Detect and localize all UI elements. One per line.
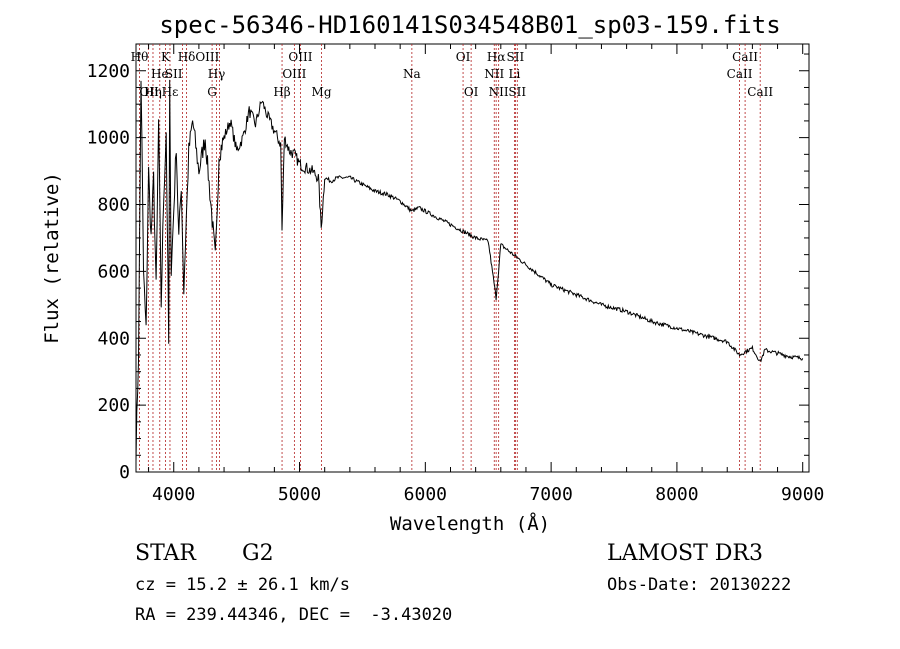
line-label: Hθ (131, 50, 149, 64)
line-label: CaII (732, 50, 758, 64)
line-label: OIII (282, 67, 306, 81)
x-tick-label: 8000 (655, 484, 698, 505)
info-panel: STAR G2 LAMOST DR3 cz = 15.2 ± 26.1 km/s… (135, 541, 791, 625)
x-axis-ticks: 4000 5000 6000 7000 8000 9000 (148, 44, 824, 505)
x-tick-label: 6000 (404, 484, 447, 505)
line-label: NII (489, 85, 509, 99)
line-label: CaII (727, 67, 753, 81)
line-label: Na (403, 67, 421, 81)
x-tick-label: 5000 (278, 484, 321, 505)
y-tick-label: 800 (97, 195, 130, 216)
survey-name: LAMOST DR3 (607, 541, 763, 566)
object-subclass: G2 (242, 541, 274, 566)
y-tick-label: 1200 (87, 61, 130, 82)
redshift-readout: cz = 15.2 ± 26.1 km/s (135, 575, 350, 595)
line-label: Mg (312, 85, 332, 99)
line-label: OII (139, 85, 159, 99)
line-label: OI (456, 50, 471, 64)
y-tick-label: 600 (97, 261, 130, 282)
y-tick-label: 400 (97, 328, 130, 349)
x-tick-label: 7000 (529, 484, 572, 505)
y-tick-label: 200 (97, 395, 130, 416)
line-label: Hδ (178, 50, 196, 64)
x-tick-label: 4000 (152, 484, 195, 505)
y-tick-label: 1000 (87, 128, 130, 149)
y-axis-label: Flux (relative) (41, 172, 63, 344)
line-label: SII (165, 67, 183, 81)
line-label: G (207, 85, 217, 99)
object-class: STAR (135, 541, 197, 566)
line-label: OIII (195, 50, 219, 64)
x-axis-label: Wavelength (Å) (390, 512, 550, 535)
y-axis-ticks: 0 200 400 600 800 1000 1200 (87, 53, 809, 483)
line-label: SII (508, 85, 526, 99)
x-tick-label: 9000 (781, 484, 824, 505)
line-label: NII (484, 67, 504, 81)
line-label: OIII (288, 50, 312, 64)
coordinates: RA = 239.44346, DEC = -3.43020 (135, 605, 452, 625)
line-label: Hα (487, 50, 506, 64)
line-label: K (161, 50, 171, 64)
line-label: He (151, 67, 169, 81)
chart-title: spec-56346-HD160141S034548B01_sp03-159.f… (159, 11, 780, 39)
spectral-line-markers (138, 44, 761, 472)
y-tick-label: 0 (119, 462, 130, 483)
line-label: Hη (144, 85, 162, 99)
obs-date: Obs-Date: 20130222 (607, 575, 791, 595)
spectrum-series-line (135, 79, 804, 463)
line-label: CaII (747, 85, 773, 99)
line-label: SII (507, 50, 525, 64)
plot-frame (135, 43, 810, 473)
line-label: Hβ (273, 85, 290, 99)
line-label: Hγ (208, 67, 226, 81)
line-label: Li (508, 67, 520, 81)
line-label: OI (464, 85, 479, 99)
